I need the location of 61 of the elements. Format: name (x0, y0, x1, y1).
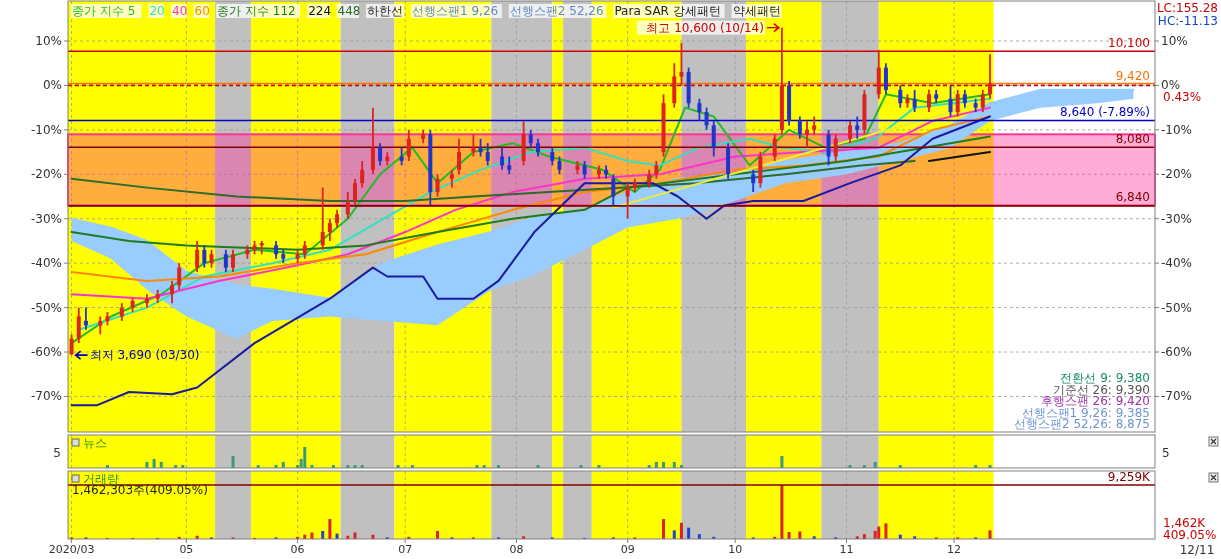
annotation: 9,420 (1115, 69, 1150, 83)
annotation: 후행스팬 26: 9,420 (1040, 394, 1150, 408)
text: 12/11 (1179, 543, 1215, 557)
annotation: 선행스팬1 9,26: 9,385 (1021, 405, 1150, 420)
y-tick-label: -50% (30, 300, 62, 315)
annotation: 전환선 9: 9,380 (1060, 371, 1150, 385)
text: 5 (1162, 446, 1170, 460)
text: LC:155.28 (1156, 1, 1218, 15)
annotation: 하한선 (367, 4, 403, 18)
annotation: 약세패턴 (732, 4, 781, 18)
x-tick-label: 08 (509, 543, 524, 556)
x-tick-label: 10 (728, 543, 743, 556)
text: 20 (149, 4, 165, 18)
y2-tick-label: 10% (1161, 33, 1188, 48)
x-tick-label: 07 (398, 543, 413, 556)
y2-tick-label: -60% (1161, 345, 1193, 360)
text: 40 (172, 4, 188, 18)
annotation: Para SAR 강세패턴 (614, 4, 721, 18)
y2-tick-label: -10% (1161, 122, 1193, 137)
annotation: 선행스팬2 52,26: 8,875 (1013, 417, 1150, 431)
annotation: 1,462,303주(409.05%) (72, 483, 208, 497)
y2-tick-label: 0% (1161, 78, 1181, 93)
x-tick-label: 06 (290, 543, 305, 556)
y2-tick-label: -40% (1161, 256, 1193, 271)
y-tick-label: -60% (30, 345, 62, 360)
x-tick-label: 12 (947, 543, 962, 556)
x-tick-label: 05 (179, 543, 194, 556)
y2-tick-label: -50% (1161, 300, 1193, 315)
text: 9,259K (1107, 470, 1152, 484)
y-tick-label: -70% (30, 389, 62, 404)
annotation: 8,080 (1115, 132, 1150, 146)
y2-tick-label: -30% (1161, 211, 1193, 226)
text: 1,462K (1163, 516, 1207, 530)
text: 종가 지수 112 (217, 4, 296, 18)
annotation: 선행스팬1 9,26 (412, 4, 499, 18)
text: 0.43% (1163, 90, 1202, 104)
y-tick-label: -40% (30, 256, 62, 271)
chart-title: 뉴스 (83, 436, 107, 450)
text: 448 (337, 4, 361, 18)
text: 60 (194, 4, 210, 18)
annotation: 최저 3,690 (03/30) (89, 348, 200, 363)
y-tick-label: -30% (30, 211, 62, 226)
y-tick-label: 0% (42, 78, 62, 93)
annotation: 6,840 (1115, 190, 1150, 204)
text: 종가 지수 5 (72, 4, 136, 18)
annotation: 최고 10,600 (10/14) (646, 20, 764, 35)
chart-title: 거래량 (83, 472, 119, 486)
y2-tick-label: -20% (1161, 167, 1193, 182)
x-tick-label: 11 (839, 543, 854, 556)
annotation: 10,100 (1108, 36, 1150, 50)
y-tick-label: 10% (35, 33, 62, 48)
y2-tick-label: -70% (1161, 389, 1193, 404)
x-tick-label: 2020/03 (48, 543, 95, 556)
text: 5 (53, 446, 61, 460)
x-tick-label: 09 (620, 543, 635, 556)
annotation: 8,640 (-7.89%) (1060, 105, 1150, 119)
y-tick-label: -20% (30, 167, 62, 182)
text: 409.05% (1163, 528, 1217, 542)
text: HC:-11.13 (1157, 14, 1218, 28)
annotation: 선행스팬2 52,26 (509, 4, 604, 18)
y-tick-label: -10% (30, 122, 62, 137)
